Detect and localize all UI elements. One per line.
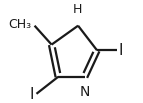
Text: N: N: [80, 85, 90, 99]
Text: I: I: [30, 87, 34, 102]
Text: H: H: [73, 3, 82, 16]
Text: I: I: [119, 43, 123, 58]
Text: CH₃: CH₃: [9, 18, 32, 31]
